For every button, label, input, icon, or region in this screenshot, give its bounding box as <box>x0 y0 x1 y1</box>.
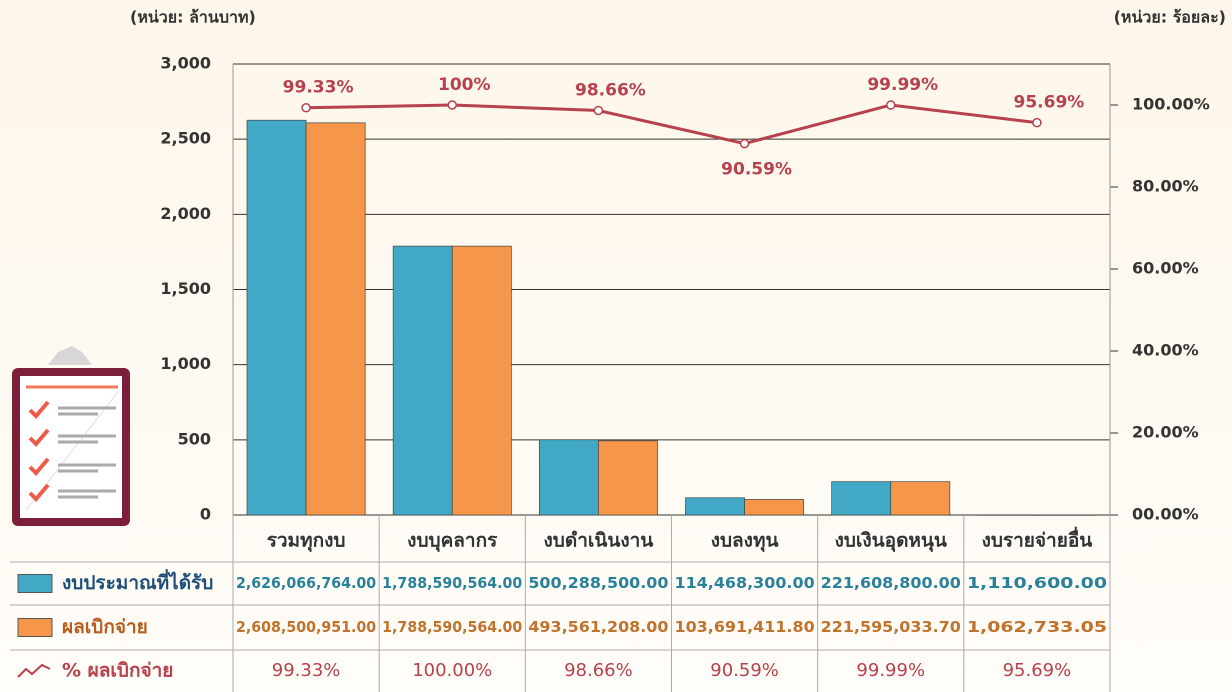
y-tick-label: 1,500 <box>160 279 211 298</box>
table-cell: 1,110,600.00 <box>967 574 1107 592</box>
bar <box>538 439 599 516</box>
line-point <box>886 100 896 110</box>
legend-label: งบประมาณที่ได้รับ <box>62 569 213 594</box>
bar <box>598 440 658 516</box>
line-point <box>593 105 604 116</box>
bar <box>977 514 1038 516</box>
line-point <box>739 138 750 149</box>
line <box>306 103 1038 146</box>
y-tick-label: 2,000 <box>160 204 211 223</box>
y-tick-label: 0 <box>200 505 211 524</box>
bar <box>392 245 453 516</box>
table-cell: 2,608,500,951.00 <box>236 618 376 636</box>
y2-unit: (หน่วย: ร้อยละ) <box>1114 8 1226 27</box>
legend-label: ผลเบิกจ่าย <box>62 616 148 638</box>
y-tick-label: 500 <box>178 429 211 448</box>
bar <box>451 245 512 516</box>
bar <box>246 119 307 516</box>
bar <box>685 497 745 516</box>
table-cell: 114,468,300.00 <box>675 574 815 592</box>
y-tick-label: 3,000 <box>160 54 211 73</box>
legend-swatch <box>17 574 53 593</box>
y2-tick-label: 00.00% <box>1132 505 1199 524</box>
x-tick-label: งบดำเนินงาน <box>544 530 654 552</box>
data-label: 90.59% <box>721 160 792 180</box>
data-label: 99.33% <box>283 78 354 98</box>
table-cell: 493,561,208.00 <box>528 618 668 636</box>
line-point <box>1032 117 1042 128</box>
y2-tick-label: 80.00% <box>1132 177 1199 196</box>
x-tick-label: งบรายจ่ายอื่น <box>982 527 1093 552</box>
table-cell: 2,626,066,764.00 <box>236 574 376 592</box>
line-point <box>447 100 457 110</box>
table-cell: 100.00% <box>412 660 492 681</box>
line-point <box>301 102 311 113</box>
table-cell: 221,595,033.70 <box>821 618 961 636</box>
data-label: 95.69% <box>1014 93 1085 113</box>
y2-tick-label: 20.00% <box>1132 423 1199 442</box>
table-cell: 99.99% <box>856 660 925 681</box>
table-cell: 99.33% <box>272 660 341 681</box>
table-cell: 1,788,590,564.00 <box>382 618 522 636</box>
clipboard-icon <box>12 346 130 526</box>
table-cell: 90.59% <box>710 660 779 681</box>
table-cell: 1,788,590,564.00 <box>382 574 522 592</box>
x-tick-label: งบเงินอุดหนุน <box>835 530 947 553</box>
table-cell: 103,691,411.80 <box>675 618 815 636</box>
data-label: 100% <box>438 75 491 95</box>
data-label: 98.66% <box>575 80 646 100</box>
table-cell: 221,608,800.00 <box>821 574 961 592</box>
legend-label: % ผลเบิกจ่าย <box>62 660 173 682</box>
table-cell: 500,288,500.00 <box>528 574 668 592</box>
y-unit: (หน่วย: ล้านบาท) <box>130 8 256 27</box>
table-cell: 1,062,733.05 <box>967 618 1107 636</box>
legend-swatch <box>17 663 51 678</box>
table-cell: 98.66% <box>564 660 633 681</box>
data-label: 99.99% <box>867 75 938 95</box>
bar <box>744 499 805 516</box>
y-tick-label: 1,000 <box>160 354 211 373</box>
bar <box>831 481 892 516</box>
x-tick-label: งบบุคลากร <box>407 530 498 553</box>
x-tick-label: งบลงทุน <box>711 530 779 553</box>
y-tick-label: 2,500 <box>160 129 211 148</box>
y2-tick-label: 100.00% <box>1132 95 1210 114</box>
bar <box>1036 514 1097 516</box>
y2-tick-label: 40.00% <box>1132 341 1199 360</box>
bar <box>305 122 366 516</box>
bar <box>890 481 951 516</box>
table-cell: 95.69% <box>1003 660 1072 681</box>
y2-tick-label: 60.00% <box>1132 259 1199 278</box>
x-tick-label: รวมทุกงบ <box>267 530 346 553</box>
legend-swatch <box>17 618 53 637</box>
